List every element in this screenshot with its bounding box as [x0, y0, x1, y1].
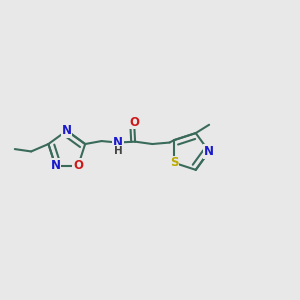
Text: N: N [113, 136, 123, 149]
Text: N: N [204, 145, 214, 158]
Text: O: O [129, 116, 139, 128]
Text: O: O [73, 159, 83, 172]
Text: N: N [62, 124, 72, 137]
Text: H: H [114, 146, 123, 156]
Text: N: N [50, 159, 60, 172]
Text: S: S [170, 156, 178, 169]
